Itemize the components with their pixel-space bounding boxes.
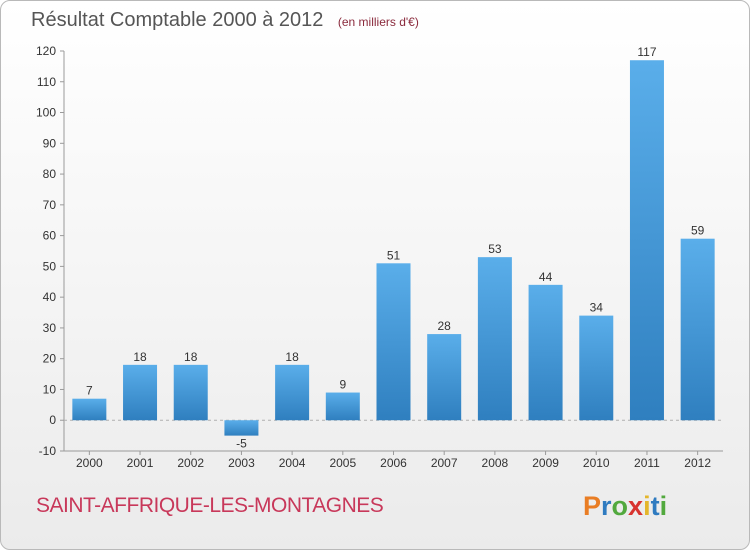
y-tick-label: 110	[37, 75, 56, 89]
x-tick-label: 2001	[127, 456, 154, 470]
x-tick-label: 2006	[380, 456, 407, 470]
y-tick-label: 50	[43, 259, 57, 273]
chart-subtitle: (en milliers d'€)	[337, 15, 419, 29]
bar-value-label: 18	[133, 350, 147, 364]
chart-title: Résultat Comptable 2000 à 2012	[31, 9, 324, 31]
bar	[275, 364, 310, 421]
bar	[123, 364, 158, 421]
x-tick-label: 2007	[431, 456, 458, 470]
logo-letter: x	[628, 491, 644, 521]
y-tick-label: 30	[43, 321, 57, 335]
bar	[173, 364, 208, 421]
bar-value-label: -5	[236, 437, 247, 451]
y-tick-label: 10	[43, 382, 57, 396]
y-tick-label: -10	[39, 444, 57, 458]
bar-value-label: 18	[285, 350, 299, 364]
y-tick-label: 120	[36, 44, 56, 58]
y-tick-label: 80	[43, 167, 57, 181]
bar	[629, 60, 664, 421]
bar	[224, 420, 259, 436]
y-tick-label: 100	[36, 106, 56, 120]
y-tick-label: 60	[43, 229, 57, 243]
bar-value-label: 44	[539, 270, 553, 284]
x-tick-label: 2004	[279, 456, 306, 470]
x-tick-label: 2012	[684, 456, 711, 470]
bar	[579, 315, 614, 421]
x-tick-label: 2010	[583, 456, 610, 470]
y-tick-label: 70	[43, 198, 57, 212]
bar-value-label: 53	[488, 242, 502, 256]
bar-value-label: 59	[691, 224, 705, 238]
x-tick-label: 2005	[329, 456, 356, 470]
x-tick-label: 2000	[76, 456, 103, 470]
logo-letter: o	[611, 491, 629, 521]
logo-letter: r	[601, 491, 612, 521]
bar-value-label: 7	[86, 384, 93, 398]
bar	[72, 398, 107, 421]
bar	[477, 257, 512, 421]
bar	[427, 334, 462, 421]
y-tick-label: 40	[43, 290, 57, 304]
bar-value-label: 51	[387, 248, 401, 262]
town-name: SAINT-AFFRIQUE-LES-MONTAGNES	[36, 494, 384, 517]
proxiti-logo[interactable]: Proxiti	[583, 491, 667, 522]
x-tick-label: 2003	[228, 456, 255, 470]
logo-letter: i	[659, 491, 668, 521]
x-tick-label: 2008	[482, 456, 509, 470]
bar	[528, 284, 563, 421]
x-tick-label: 2011	[634, 456, 660, 470]
chart-title-row: Résultat Comptable 2000 à 2012 (en milli…	[31, 9, 419, 32]
bar	[680, 238, 715, 421]
bar-value-label: 117	[637, 45, 656, 59]
bar-value-label: 9	[339, 378, 346, 392]
x-tick-label: 2002	[177, 456, 204, 470]
bar-value-label: 18	[184, 350, 198, 364]
y-tick-label: 90	[43, 136, 57, 150]
bar	[376, 263, 411, 421]
logo-letter: t	[650, 491, 660, 521]
bar	[325, 392, 360, 421]
logo-letter: P	[583, 491, 602, 521]
x-tick-label: 2009	[532, 456, 559, 470]
y-tick-label: 0	[49, 413, 56, 427]
logo-letter: i	[643, 491, 651, 521]
bar-value-label: 28	[438, 319, 452, 333]
y-tick-label: 20	[43, 352, 57, 366]
bar-value-label: 34	[590, 301, 604, 315]
